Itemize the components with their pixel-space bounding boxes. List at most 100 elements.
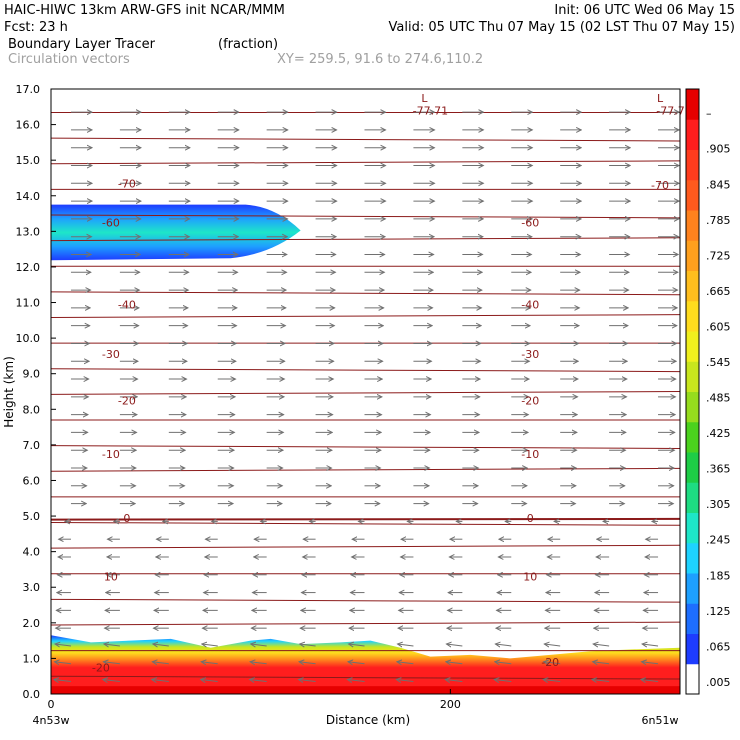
vector-arrow xyxy=(592,680,610,682)
vector-arrow xyxy=(153,644,169,646)
isotherm-line xyxy=(50,544,681,549)
y-tick-label: 16.0 xyxy=(16,119,41,132)
colorbar-label: .245 xyxy=(706,534,731,547)
vector-arrow xyxy=(300,644,316,646)
vector-arrow xyxy=(543,680,561,682)
colorbar: .005 .065 .125 .185 .245 .305 .365 .425 .485 .545… xyxy=(685,88,731,695)
isotherm-line xyxy=(50,391,681,395)
colorbar-swatch xyxy=(686,119,699,150)
isotherm-label: -10 xyxy=(521,448,539,461)
colorbar-label: .185 xyxy=(706,569,731,582)
colorbar-label: .005 xyxy=(706,676,731,689)
colorbar-frame xyxy=(685,88,700,695)
vector-arrow xyxy=(593,662,610,664)
low-marker: L xyxy=(421,92,428,105)
x-axis: 0 200 xyxy=(48,689,461,711)
vector-arrow xyxy=(347,680,365,682)
vector-arrow xyxy=(642,644,659,646)
colorbar-swatch xyxy=(686,361,699,392)
vector-arrow xyxy=(201,662,218,664)
isotherm-line xyxy=(50,598,681,603)
field-name: Boundary Layer Tracer xyxy=(8,37,156,52)
vector-arrow xyxy=(152,680,169,682)
vector-arrow xyxy=(250,662,267,664)
vector-arrow xyxy=(299,662,316,664)
colorbar-swatch xyxy=(686,240,699,271)
vector-arrow xyxy=(55,644,72,646)
vector-arrow xyxy=(348,662,365,664)
isotherm-line xyxy=(50,368,681,373)
y-tick-label: 7.0 xyxy=(23,439,41,452)
low-marker: L xyxy=(657,92,664,105)
y-tick-label: 8.0 xyxy=(23,403,41,416)
colorbar-swatch xyxy=(686,452,699,483)
isotherm-line xyxy=(50,214,681,219)
isotherm-line xyxy=(50,291,681,296)
y-tick-label: 10.0 xyxy=(16,332,41,345)
colorbar-label: .725 xyxy=(706,249,731,262)
vector-arrow xyxy=(349,644,365,646)
colorbar-swatch xyxy=(686,542,699,574)
colorbar-swatch xyxy=(686,89,699,120)
y-tick-label: 2.0 xyxy=(23,617,41,630)
y-tick-label: 4.0 xyxy=(23,546,41,559)
colorbar-label: .905 xyxy=(706,143,731,156)
boundary-layer-tracer xyxy=(51,635,680,694)
isotherm-label: -40 xyxy=(118,298,136,311)
field-units: (fraction) xyxy=(218,37,278,52)
vector-arrow xyxy=(152,662,169,664)
x-start-location: 4n53w xyxy=(33,714,70,727)
vector-arrow xyxy=(104,644,120,646)
colorbar-swatch xyxy=(686,149,699,181)
colorbar-label: .605 xyxy=(706,320,731,333)
vector-arrow xyxy=(298,680,316,682)
y-tick-label: 17.0 xyxy=(16,83,41,96)
y-tick-label: 1.0 xyxy=(23,652,41,665)
isotherm-label: -40 xyxy=(521,298,539,311)
contour-value-label: -77.71 xyxy=(656,104,691,117)
plot-area: 10 10 0 0 -10 -10 -20 -20 -30 -30 -40 -40 -60 -60 -70 -… xyxy=(50,88,692,695)
vector-arrow xyxy=(446,644,463,646)
vector-arrow xyxy=(250,680,267,682)
vector-arrow xyxy=(54,662,72,664)
plot-frame xyxy=(50,88,681,695)
x-tick-label: 200 xyxy=(440,698,461,711)
colorbar-label: .845 xyxy=(706,178,731,191)
colorbar-swatch xyxy=(686,331,699,362)
vector-arrow xyxy=(544,662,561,664)
isotherm-label: -30 xyxy=(102,348,120,361)
vector-arrow xyxy=(494,680,512,682)
header-model-label: HAIC-HIWC 13km ARW-GFS init NCAR/MMM xyxy=(4,3,285,18)
vector-arrow xyxy=(446,662,463,664)
header-forecast-hour: Fcst: 23 h xyxy=(4,20,68,35)
isotherm-label: -20 xyxy=(521,394,539,407)
colorbar-swatch xyxy=(686,270,699,302)
y-tick-label: 14.0 xyxy=(16,190,41,203)
colorbar-swatch xyxy=(686,603,699,634)
isotherm-label: -10 xyxy=(102,448,120,461)
vector-arrow xyxy=(251,644,267,646)
isotherm-label: -60 xyxy=(521,216,539,229)
colorbar-label: .545 xyxy=(706,356,731,369)
vector-arrow xyxy=(103,680,120,682)
colorbar-swatch xyxy=(686,512,699,544)
vector-arrow xyxy=(445,680,463,682)
y-tick-label: 3.0 xyxy=(23,581,41,594)
contour-value-label: -20 xyxy=(92,661,110,674)
vector-arrow xyxy=(397,662,414,664)
isotherm-line xyxy=(50,137,681,142)
y-axis-label: Height (km) xyxy=(2,356,16,427)
vector-arrow xyxy=(103,662,120,664)
isotherm-line xyxy=(50,160,681,165)
y-tick-label: 5.0 xyxy=(23,510,41,523)
vector-arrow xyxy=(201,680,218,682)
isotherm-label: -30 xyxy=(521,348,539,361)
isotherm-label: 10 xyxy=(523,571,537,584)
isotherm-line xyxy=(50,237,681,242)
circulation-vectors xyxy=(54,112,679,681)
contour-labels: 10 10 0 0 -10 -10 -20 -20 -30 -30 -40 -40 -60 -60 -70 -… xyxy=(92,92,692,674)
colorbar-swatch xyxy=(686,300,699,332)
colorbar-label: – xyxy=(706,107,712,120)
contour-value-label: -20 xyxy=(541,656,559,669)
